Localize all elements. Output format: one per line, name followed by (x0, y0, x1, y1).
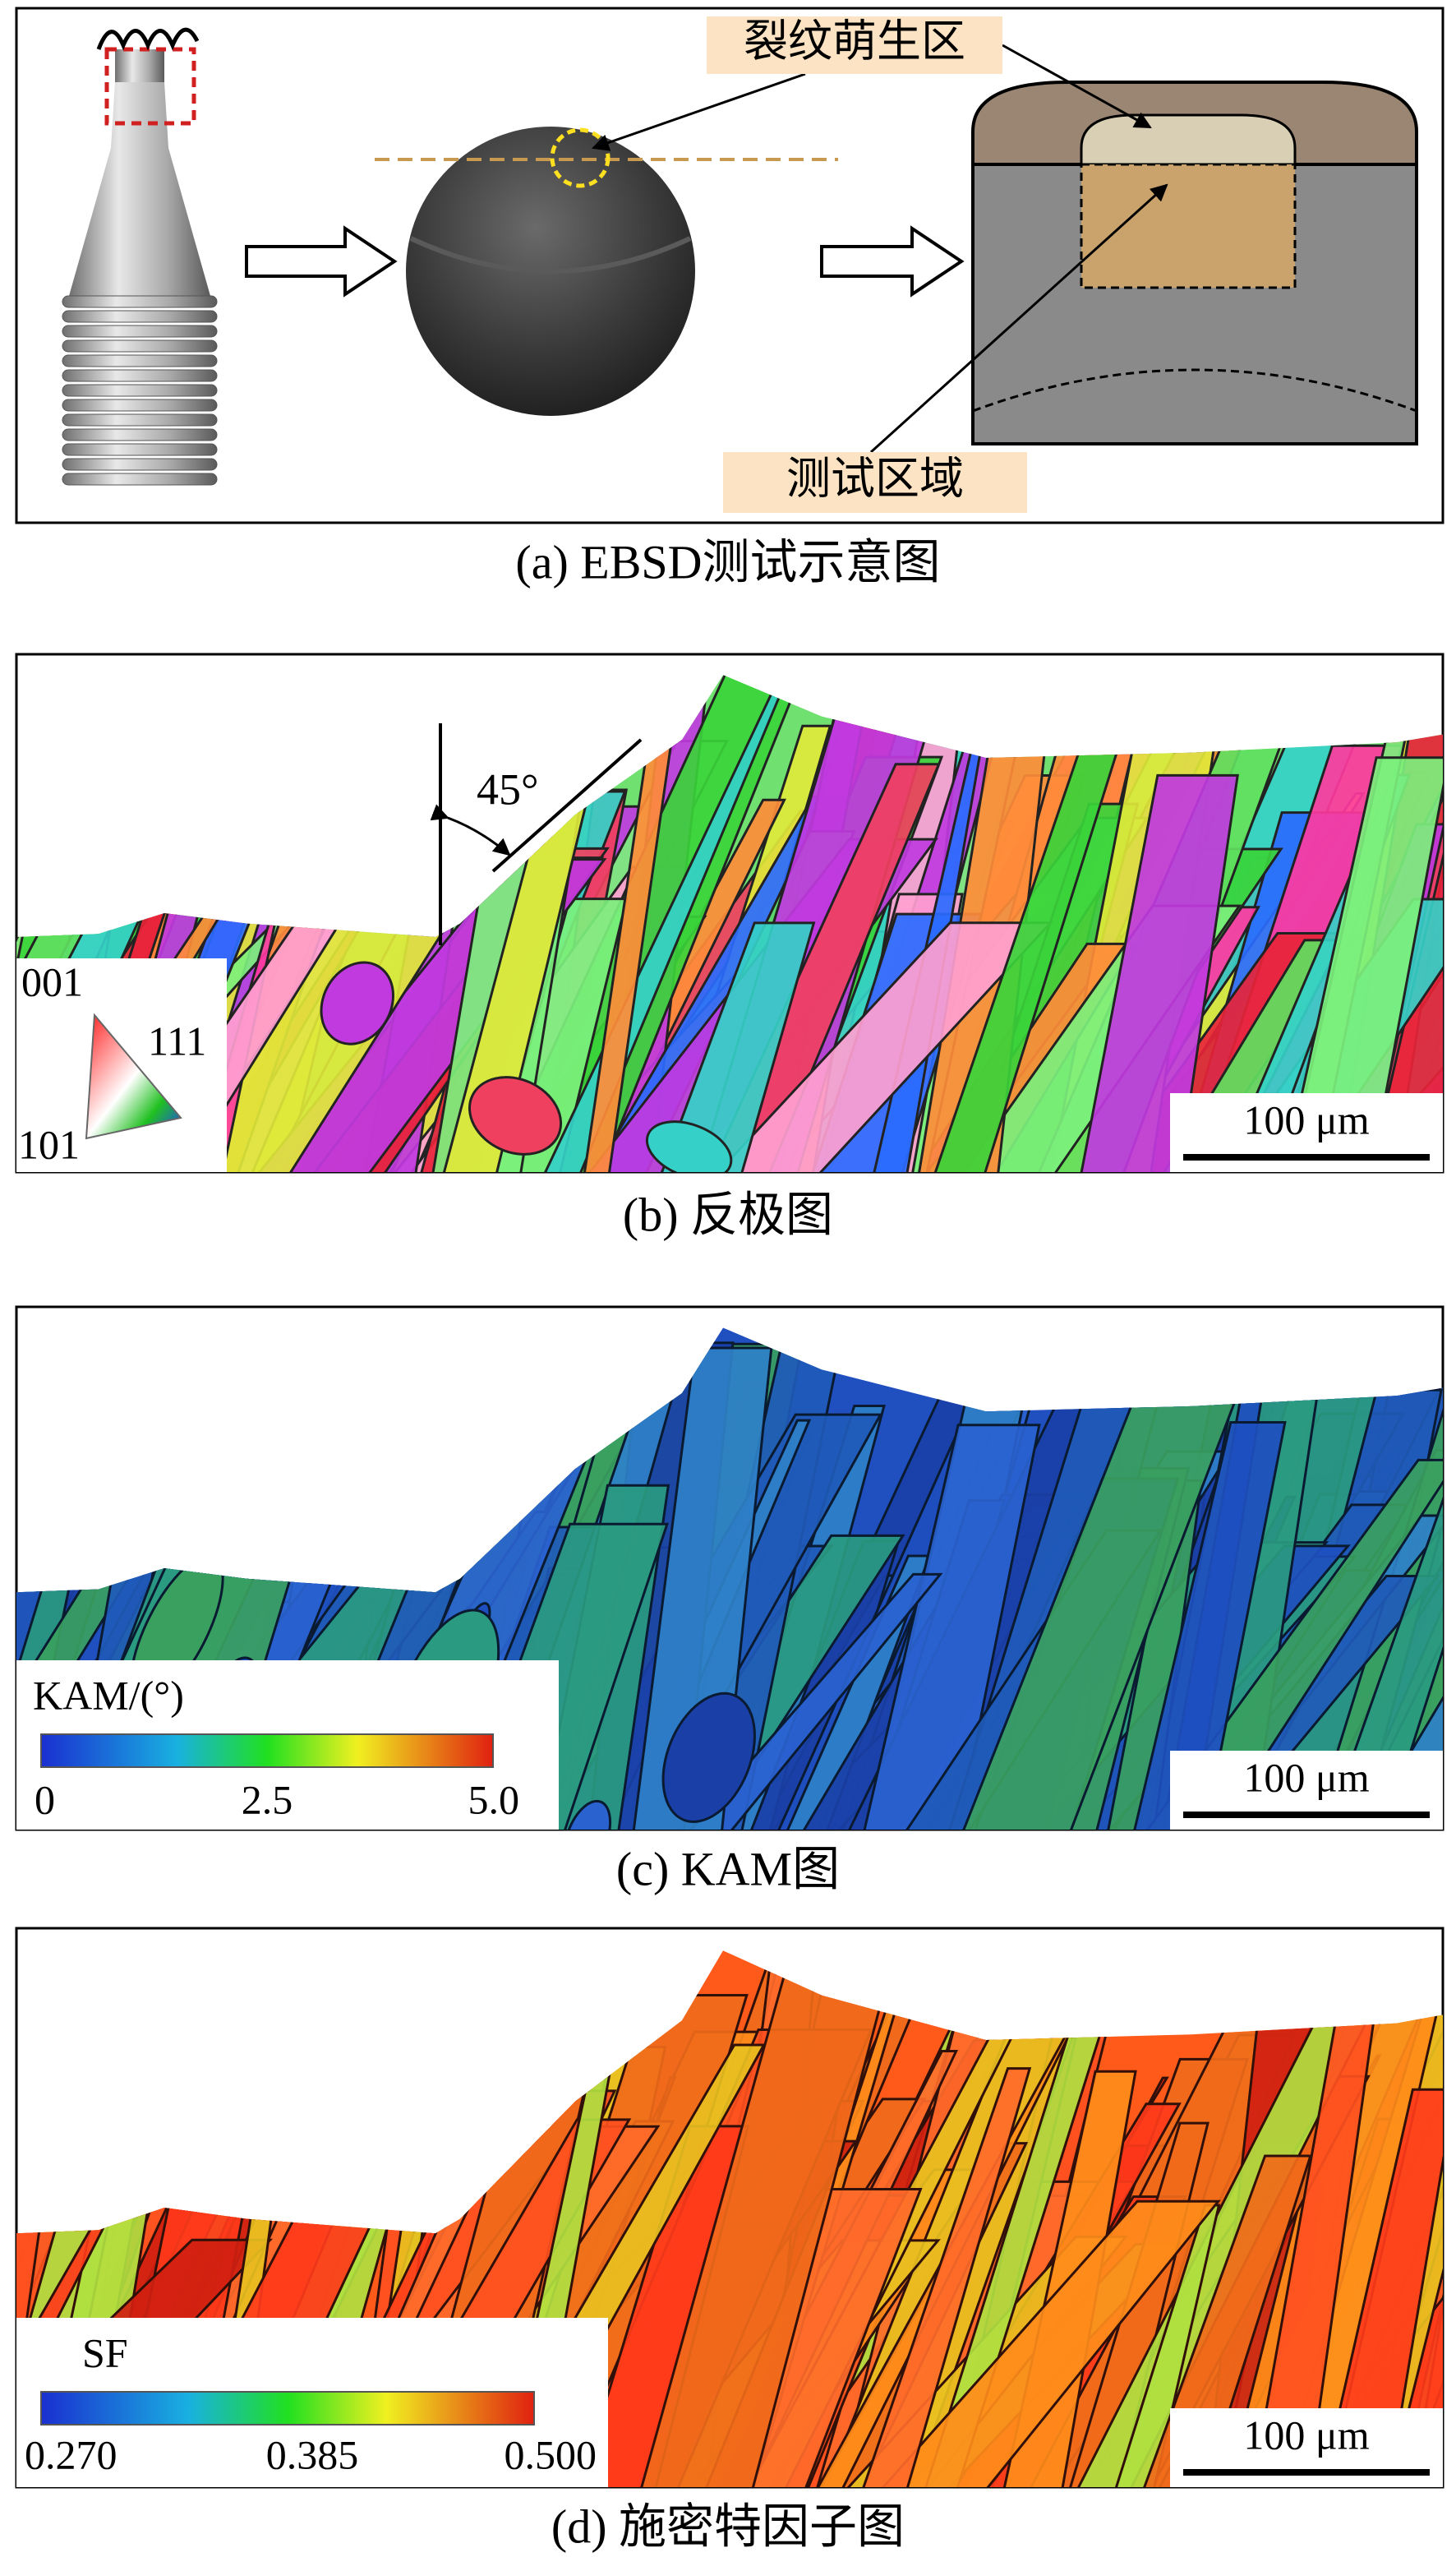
thread (62, 295, 218, 308)
grain (865, 2199, 1221, 2487)
legend-label: 101 (18, 1121, 80, 1167)
thread (62, 339, 218, 353)
thread (62, 458, 218, 471)
colorbar-tick: 5.0 (468, 1776, 520, 1822)
grain (661, 1692, 756, 1823)
label: 裂纹萌生区 (744, 16, 965, 66)
grain (1076, 773, 1239, 1172)
thread (62, 384, 218, 397)
caption: (b) 反极图 (623, 1188, 833, 1241)
thread (62, 473, 218, 486)
grain (1027, 1170, 1080, 1254)
grain (1109, 2204, 1221, 2487)
colorbar-tick: 0.500 (505, 2431, 597, 2477)
thread (62, 310, 218, 323)
thread (62, 399, 218, 412)
grain (280, 2479, 405, 2557)
grain (856, 2067, 1032, 2487)
grain (859, 1424, 1041, 1830)
thread (62, 325, 218, 338)
scale-label: 100 μm (1243, 1096, 1369, 1142)
initiation-circle (550, 127, 611, 188)
grain (1129, 1421, 1287, 1830)
slope-line (491, 738, 643, 873)
thread (62, 413, 218, 427)
grain (320, 961, 395, 1045)
thread (62, 369, 218, 382)
grain (1316, 2088, 1443, 2487)
colorbar-tick: 2.5 (242, 1776, 293, 1822)
pointer (1002, 44, 1152, 129)
specimen (69, 82, 210, 296)
scale-label: 100 μm (1243, 2412, 1369, 2458)
angle-label: 45° (477, 764, 539, 814)
threads (62, 295, 218, 486)
grain (1279, 756, 1443, 1172)
panel-a: 裂纹萌生区 测试区域 (15, 7, 1444, 524)
colorbar (40, 2391, 535, 2425)
legend-label: 111 (148, 1018, 206, 1064)
ipf-triangle (85, 1013, 182, 1140)
pointer (869, 183, 1168, 454)
colorbar-tick: 0 (35, 1776, 55, 1822)
thread (62, 443, 218, 456)
thread (62, 354, 218, 367)
wave (96, 27, 200, 51)
arrow (820, 225, 965, 298)
grain (468, 1076, 563, 1156)
legend-label: 001 (21, 958, 83, 1004)
grain (635, 1950, 905, 2487)
pointer (592, 72, 806, 151)
grain (1319, 1327, 1443, 1830)
caption: (c) KAM图 (616, 1842, 840, 1895)
label-box (723, 452, 1027, 513)
legend-title: KAM/(°) (33, 1672, 184, 1718)
thread (62, 428, 218, 441)
scale-label: 100 μm (1243, 1754, 1369, 1800)
initiation-dome (1080, 113, 1297, 166)
angle-arc (430, 804, 511, 856)
colorbar (40, 1733, 494, 1768)
grain (645, 1120, 733, 1172)
colorbar-tick: 0.385 (266, 2431, 359, 2477)
specimen-top (115, 49, 164, 82)
grain (580, 675, 684, 1172)
grain (563, 1799, 612, 1830)
label: 测试区域 (786, 454, 964, 503)
test-region (1080, 163, 1297, 289)
grain (654, 921, 816, 1172)
arrow (245, 225, 398, 298)
caption: (d) 施密特因子图 (551, 2499, 905, 2553)
angle-annotation: 45° (430, 723, 643, 945)
caption: (a) EBSD测试示意图 (515, 535, 940, 588)
fracture-edge (409, 236, 692, 274)
colorbar-tick: 0.270 (25, 2431, 117, 2477)
dashed-arc (972, 368, 1417, 413)
label-box (707, 16, 1002, 74)
region-box (104, 47, 196, 126)
grain (955, 1327, 1270, 1830)
legend-title: SF (82, 2329, 128, 2375)
